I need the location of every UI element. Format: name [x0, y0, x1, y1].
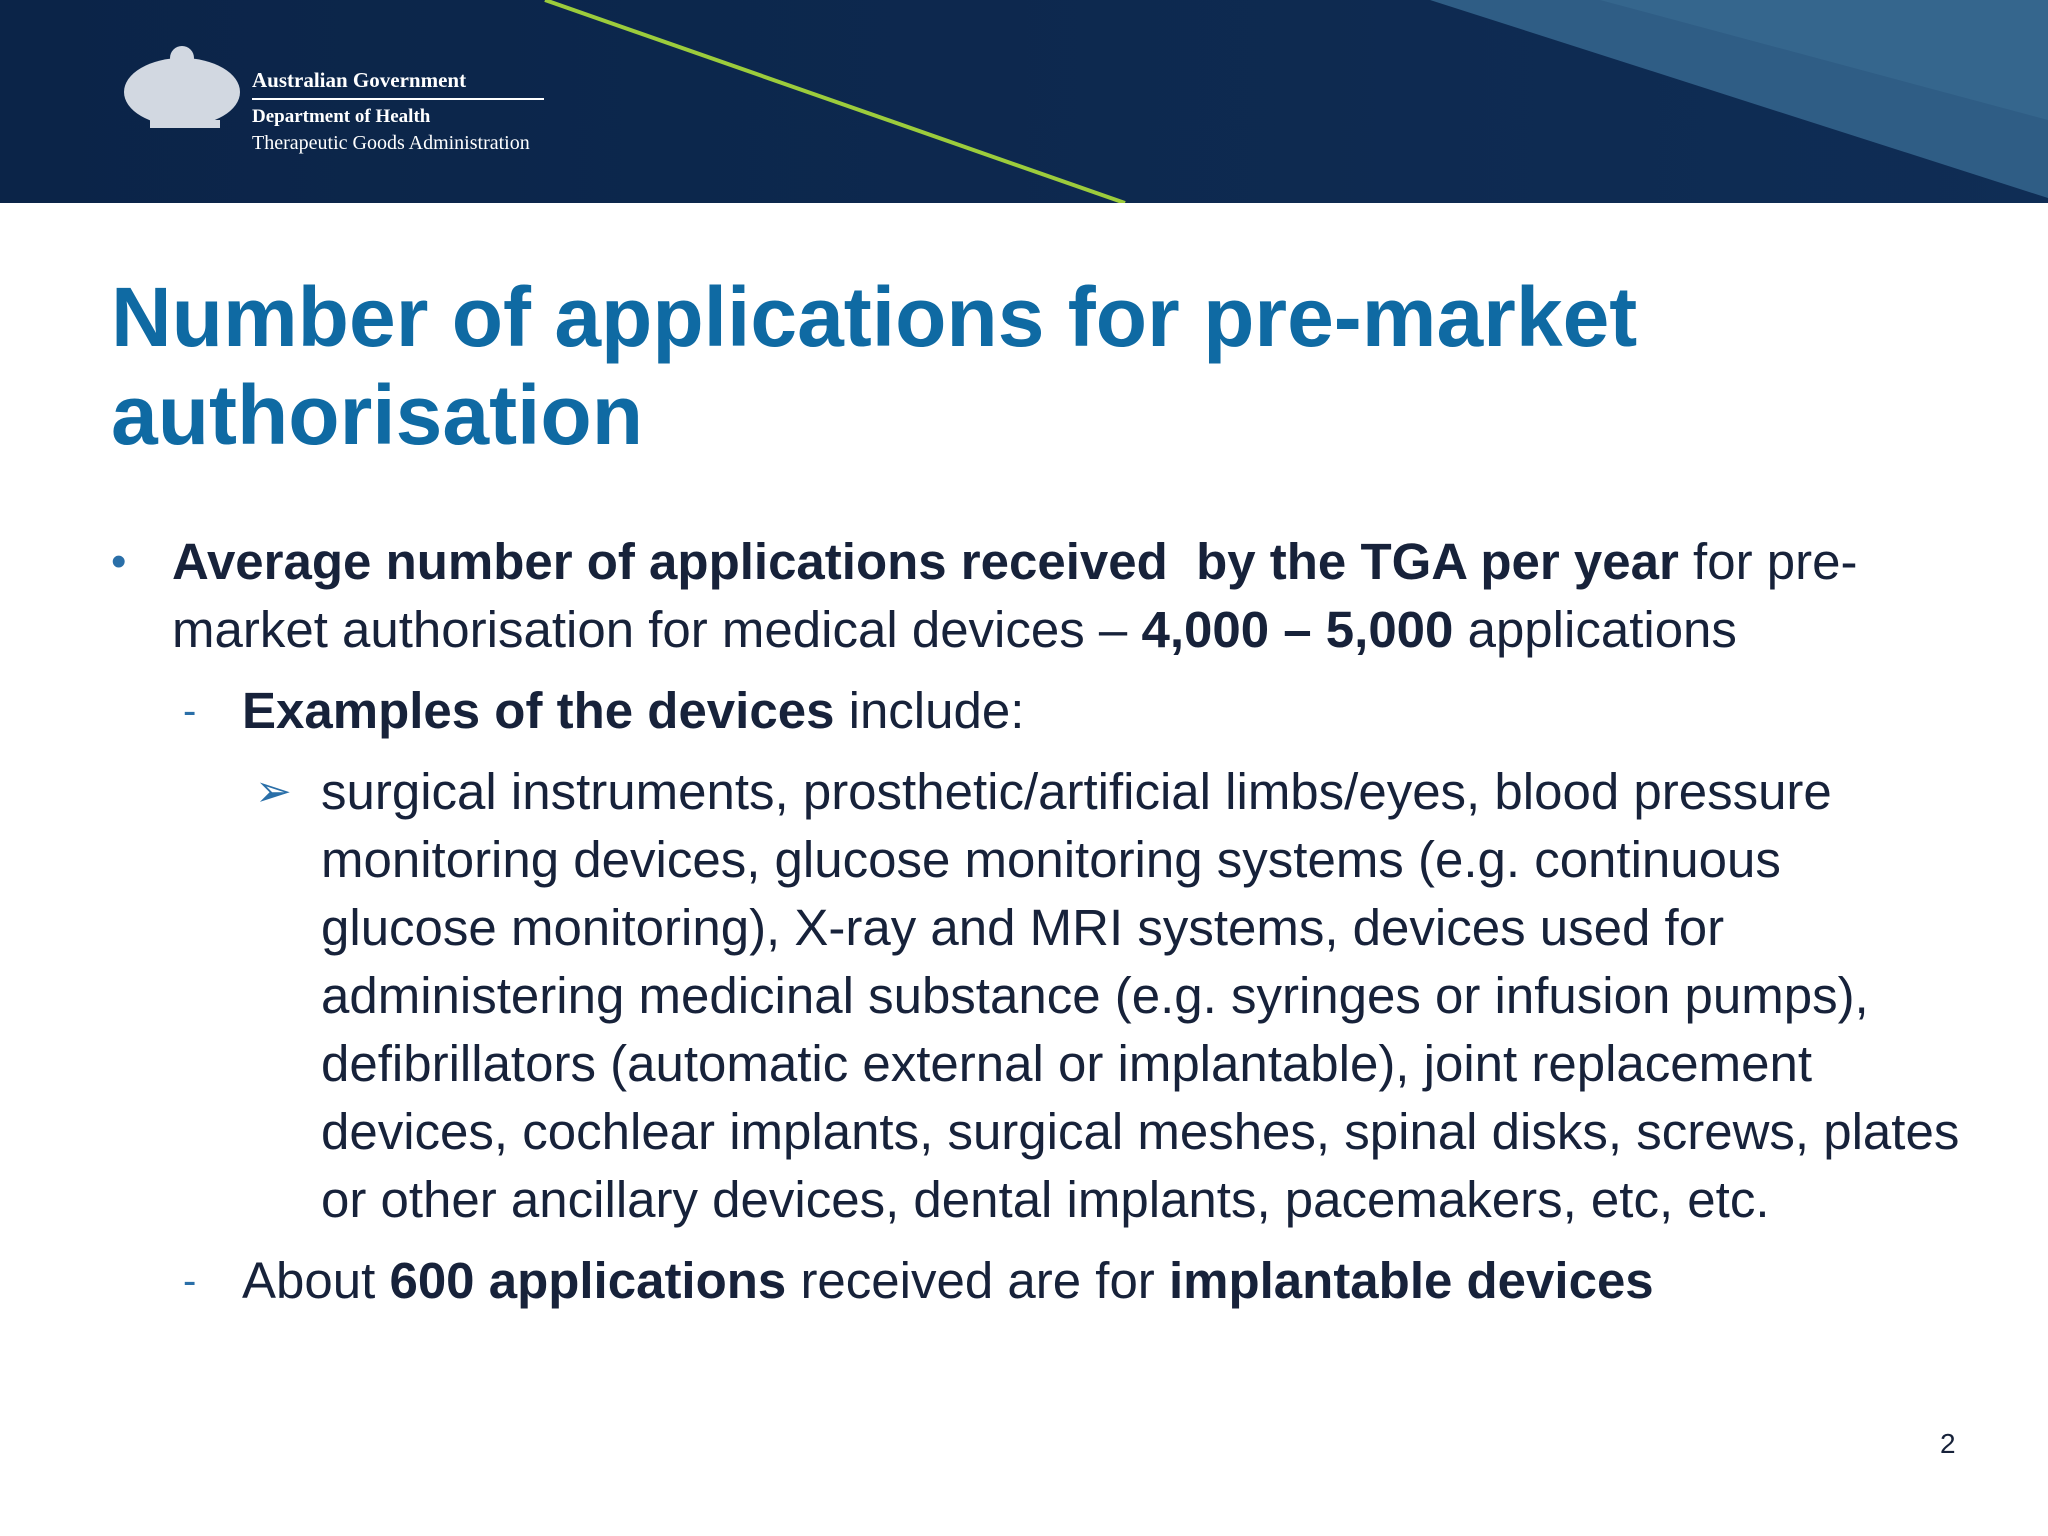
bold-text: Average number of applications received …: [172, 533, 1679, 590]
slide-body: • Average number of applications received…: [0, 528, 1960, 1315]
list-marker: -: [183, 1259, 197, 1303]
item-text: About 600 applications received are for …: [242, 1247, 1960, 1315]
text-run: for pre-market authorisation for medical…: [172, 533, 1858, 658]
page-number: 2: [1940, 1428, 1956, 1459]
text-run: applications: [1453, 601, 1737, 658]
bold-text: Examples of the devices: [242, 682, 835, 739]
list-item: • Average number of applications received…: [0, 528, 1960, 664]
header-banner: [0, 0, 2048, 203]
agency-name: Therapeutic Goods Administration: [252, 132, 530, 154]
item-text: surgical instruments, prosthetic/artific…: [321, 758, 1960, 1234]
bold-text: 600 applications: [389, 1252, 787, 1309]
department-name: Department of Health: [252, 106, 431, 127]
list-item: - About 600 applications received are for…: [0, 1247, 1960, 1315]
bold-text: implantable devices: [1168, 1252, 1654, 1309]
slide-title: Number of applications for pre-market au…: [111, 270, 1638, 462]
item-text: Average number of applications received …: [172, 528, 1960, 664]
text-run: About: [242, 1252, 390, 1309]
text-run: include:: [834, 682, 1025, 739]
text-run: received are for: [786, 1252, 1169, 1309]
government-name: Australian Government: [252, 68, 467, 92]
list-marker: •: [111, 537, 127, 586]
list-marker: -: [183, 689, 197, 733]
item-text: Examples of the devices include:: [242, 677, 1960, 745]
text-run: surgical instruments, prosthetic/artific…: [321, 763, 1974, 1228]
bold-text: 4,000 – 5,000: [1141, 601, 1454, 658]
list-item: - Examples of the devices include:: [0, 677, 1960, 745]
list-item: ➢ surgical instruments, prosthetic/artifi…: [0, 758, 1960, 1234]
list-marker: ➢: [255, 767, 292, 816]
